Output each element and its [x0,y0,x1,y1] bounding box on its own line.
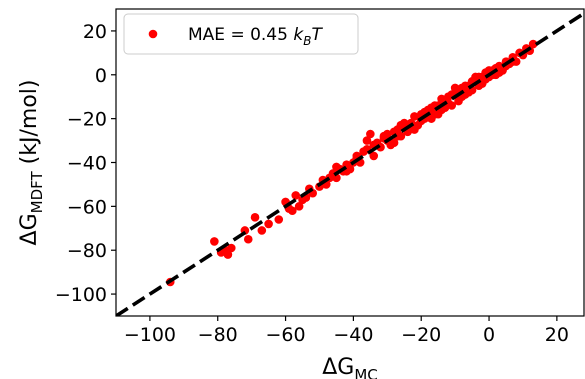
y-axis-label-base: ΔG [17,213,42,245]
x-axis-label-base: ΔG [322,355,354,379]
data-point [433,109,443,119]
y-tick-label: 20 [83,21,107,43]
x-tick-label: −60 [266,324,306,346]
data-point [528,39,538,49]
y-tick-label: −60 [67,196,107,218]
x-axis-label: ΔGMC [322,355,378,379]
x-tick-label: 20 [545,324,569,346]
data-point [288,206,297,216]
data-point [437,94,446,104]
data-point [257,226,267,235]
y-tick-label: 0 [95,65,107,87]
x-tick-label: −40 [333,324,373,346]
y-axis-label: ΔGMDFT (kJ/mol) [17,80,46,246]
legend-label-T: T [311,25,323,45]
data-point [274,215,284,224]
y-tick-label: −40 [67,153,107,175]
data-point [223,250,233,259]
data-point [264,219,273,229]
legend-box [123,13,359,55]
data-point [366,129,375,139]
data-point [227,243,236,253]
data-point [423,105,433,115]
data-point [461,81,470,91]
data-point [332,173,341,183]
data-point [464,88,474,97]
y-axis-label-suffix: (kJ/mol) [17,80,42,172]
data-point [369,151,379,161]
data-point [243,234,253,244]
legend-marker [148,29,158,39]
x-tick-label: −80 [198,324,238,346]
data-point [362,136,372,145]
ticks-layer: −100 −80 −60 −40 −20 0 20 −100 −80 −60 −40 −20 0 20 [55,8,585,346]
data-point [427,114,436,123]
data-point [210,237,219,246]
y-tick-label: −20 [67,109,107,131]
data-point [410,112,419,121]
y-tick-label: −80 [67,240,107,262]
legend-label: MAE = 0.45 kBT [188,25,323,48]
x-tick-label: −100 [124,324,176,346]
plot-layer [116,11,584,316]
data-point [389,138,399,148]
x-axis-label-sub: MC [354,366,377,379]
legend-label-sub: B [303,34,311,48]
y-tick-label: −100 [55,284,107,306]
legend: MAE = 0.45 kBT [123,13,359,55]
data-point [332,162,341,172]
x-tick-label: 0 [483,324,495,346]
data-point [250,213,260,222]
legend-label-k: k [293,25,304,45]
y-axis-label-sub: MDFT [28,171,46,214]
plot-area [116,11,584,316]
data-point [474,72,484,82]
x-tick-label: −20 [401,324,441,346]
legend-label-prefix: MAE = 0.45 [188,25,293,45]
reference-line-y-equals-x [116,11,584,316]
data-point [291,191,301,200]
data-point [396,120,406,130]
data-point [294,202,304,211]
